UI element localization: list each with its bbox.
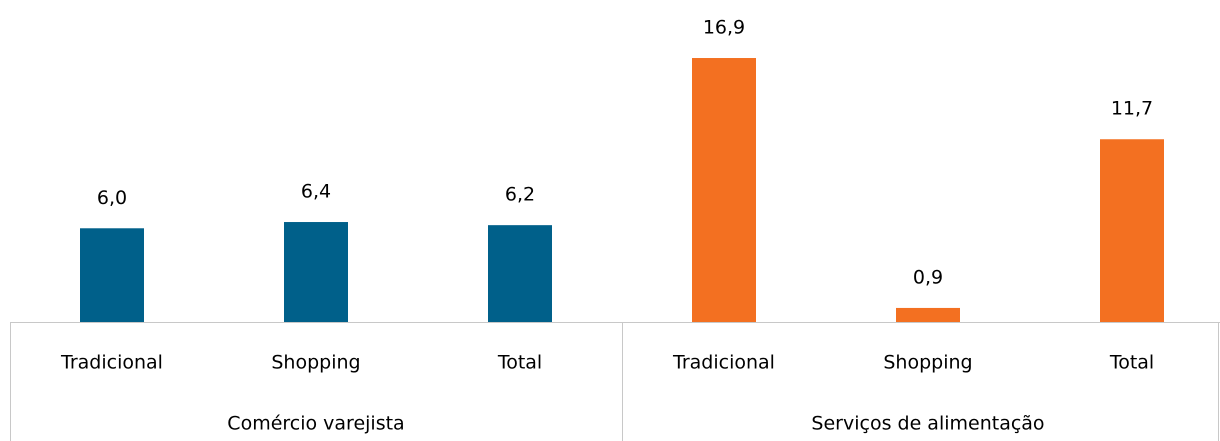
x-tick-label: Tradicional xyxy=(672,352,775,374)
value-label: 16,9 xyxy=(703,17,745,39)
group-label: Serviços de alimentação xyxy=(811,413,1044,435)
value-label: 6,2 xyxy=(505,184,535,206)
value-label: 6,4 xyxy=(301,181,331,203)
value-label: 6,0 xyxy=(97,187,127,209)
group-label: Comércio varejista xyxy=(227,413,404,435)
bar xyxy=(692,58,756,322)
value-label: 11,7 xyxy=(1111,98,1153,120)
x-tick-label: Shopping xyxy=(883,352,972,374)
x-tick-label: Tradicional xyxy=(60,352,163,374)
bar xyxy=(488,225,552,322)
value-label: 0,9 xyxy=(913,266,943,288)
x-tick-label: Total xyxy=(1109,352,1154,374)
bar xyxy=(1100,139,1164,322)
bar xyxy=(284,222,348,322)
bar xyxy=(896,307,960,322)
x-tick-label: Shopping xyxy=(271,352,360,374)
x-tick-label: Total xyxy=(497,352,542,374)
bar xyxy=(80,228,144,322)
